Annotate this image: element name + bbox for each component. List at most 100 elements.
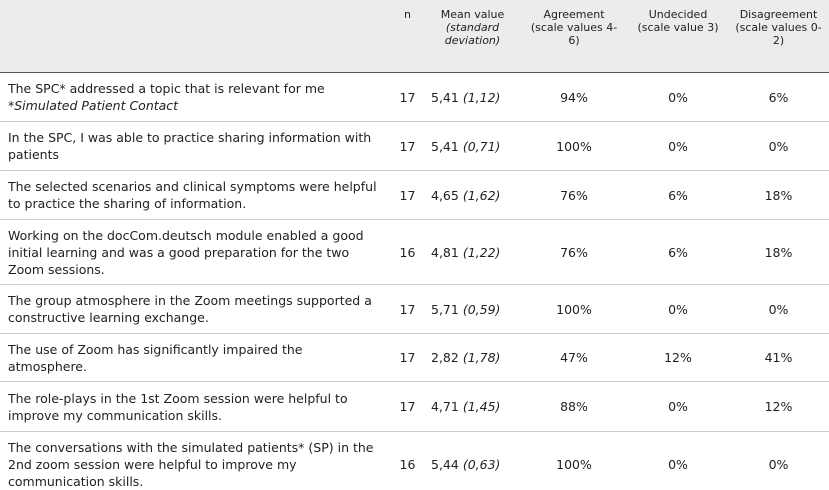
statement-cell: Working on the docCom.deutsch module ena… — [0, 219, 390, 285]
n-cell: 17 — [390, 72, 425, 122]
n-cell: 17 — [390, 170, 425, 220]
mean-value: 5,71 — [431, 301, 459, 317]
disagreement-value: 6% — [768, 89, 789, 105]
n-value: 17 — [399, 399, 416, 414]
n-value: 16 — [399, 244, 416, 260]
n-value: 17 — [399, 301, 416, 317]
n-cell: 17 — [390, 121, 425, 171]
sd-value: (1,45) — [462, 399, 501, 414]
header-text: n — [404, 8, 411, 21]
mean-cell: 2,82 (1,78) — [425, 333, 520, 382]
header-text: Agreement — [543, 8, 605, 21]
statement-cell: The conversations with the simulated pat… — [0, 431, 390, 490]
header-sub: (scale values 4-6) — [530, 21, 618, 47]
agreement-value: 76% — [560, 244, 588, 260]
agreement-cell: 100% — [520, 121, 628, 171]
header-undecided: Undecided (scale value 3) — [628, 0, 728, 73]
undecided-cell: 12% — [628, 333, 728, 382]
header-row: n Mean value (standard deviation) Agreeme… — [0, 0, 829, 73]
undecided-value: 6% — [668, 187, 688, 203]
undecided-cell: 6% — [628, 219, 728, 285]
table-row: The group atmosphere in the Zoom meeting… — [0, 284, 829, 334]
n-cell: 16 — [390, 219, 425, 285]
statement: The conversations with the simulated pat… — [8, 439, 374, 489]
undecided-value: 0% — [668, 456, 688, 472]
undecided-value: 6% — [668, 244, 688, 260]
header-agreement: Agreement (scale values 4-6) — [520, 0, 628, 73]
disagreement-cell: 41% — [728, 333, 829, 382]
disagreement-cell: 0% — [728, 431, 829, 490]
agreement-value: 94% — [560, 89, 588, 105]
n-cell: 17 — [390, 333, 425, 382]
agreement-value: 100% — [556, 301, 592, 317]
agreement-cell: 76% — [520, 170, 628, 220]
mean-value: 2,82 — [431, 350, 459, 365]
agreement-value: 88% — [560, 399, 588, 414]
agreement-cell: 100% — [520, 284, 628, 334]
table-row: The selected scenarios and clinical symp… — [0, 170, 829, 220]
undecided-cell: 0% — [628, 431, 728, 490]
statement: The SPC* addressed a topic that is relev… — [8, 81, 325, 96]
agreement-value: 76% — [560, 187, 588, 203]
mean-cell: 5,41 (0,71) — [425, 121, 520, 171]
statement-cell: The role-plays in the 1st Zoom session w… — [0, 381, 390, 432]
statement: The selected scenarios and clinical symp… — [8, 179, 377, 211]
mean-cell: 4,65 (1,62) — [425, 170, 520, 220]
mean-value: 4,81 — [431, 244, 459, 260]
disagreement-value: 0% — [768, 456, 789, 472]
agreement-cell: 94% — [520, 72, 628, 122]
undecided-cell: 0% — [628, 381, 728, 432]
disagreement-cell: 0% — [728, 284, 829, 334]
disagreement-value: 0% — [768, 138, 789, 154]
undecided-cell: 0% — [628, 72, 728, 122]
disagreement-value: 18% — [764, 244, 793, 260]
header-disagreement: Disagreement (scale values 0-2) — [728, 0, 829, 73]
mean-value: 5,41 — [431, 138, 459, 154]
undecided-cell: 6% — [628, 170, 728, 220]
disagreement-value: 0% — [768, 301, 789, 317]
disagreement-value: 12% — [764, 399, 793, 414]
undecided-value: 12% — [664, 350, 692, 365]
agreement-value: 100% — [556, 138, 592, 154]
mean-value: 5,41 — [431, 89, 459, 105]
header-sub: (scale values 0-2) — [735, 21, 822, 47]
statement-note: *Simulated Patient Contact — [8, 98, 179, 113]
statement-cell: The group atmosphere in the Zoom meeting… — [0, 284, 390, 334]
sd-value: (0,59) — [462, 301, 501, 317]
agreement-cell: 100% — [520, 431, 628, 490]
table-row: In the SPC, I was able to practice shari… — [0, 121, 829, 171]
sd-value: (0,71) — [462, 138, 501, 154]
undecided-cell: 0% — [628, 121, 728, 171]
n-cell: 17 — [390, 284, 425, 334]
table-row: The use of Zoom has significantly impair… — [0, 333, 829, 382]
mean-cell: 4,81 (1,22) — [425, 219, 520, 285]
header-sub: (scale value 3) — [637, 21, 719, 34]
table-row: The conversations with the simulated pat… — [0, 431, 829, 490]
statement-cell: The selected scenarios and clinical symp… — [0, 170, 390, 220]
table-body: The SPC* addressed a topic that is relev… — [0, 72, 829, 490]
n-value: 17 — [399, 89, 416, 105]
undecided-cell: 0% — [628, 284, 728, 334]
agreement-value: 100% — [556, 456, 592, 472]
sd-value: (1,62) — [462, 187, 501, 203]
agreement-cell: 47% — [520, 333, 628, 382]
mean-cell: 5,71 (0,59) — [425, 284, 520, 334]
n-value: 17 — [399, 187, 416, 203]
header-mean: Mean value (standard deviation) — [425, 0, 520, 73]
header-sub: (standard deviation) — [444, 21, 501, 47]
disagreement-cell: 6% — [728, 72, 829, 122]
table-row: The role-plays in the 1st Zoom session w… — [0, 381, 829, 432]
n-value: 17 — [399, 138, 416, 154]
sd-value: (1,22) — [462, 244, 501, 260]
n-value: 17 — [399, 350, 416, 365]
mean-cell: 4,71 (1,45) — [425, 381, 520, 432]
header-text: Disagreement — [739, 8, 818, 21]
disagreement-value: 41% — [764, 350, 793, 365]
header-text: Mean value — [440, 8, 505, 21]
table-row: The SPC* addressed a topic that is relev… — [0, 72, 829, 122]
n-cell: 17 — [390, 381, 425, 432]
undecided-value: 0% — [668, 138, 688, 154]
n-cell: 16 — [390, 431, 425, 490]
